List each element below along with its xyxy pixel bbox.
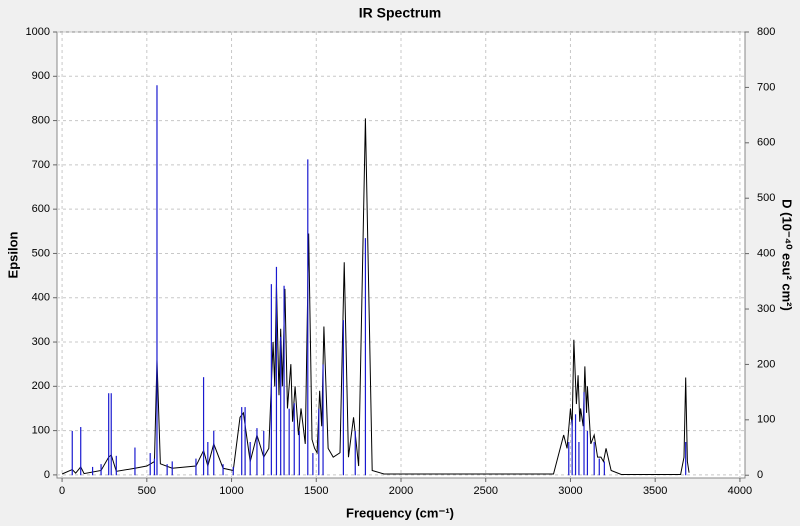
x-axis-label: Frequency (cm⁻¹)	[346, 505, 454, 520]
y2-tick-label: 800	[757, 26, 775, 38]
x-tick-label: 1500	[304, 485, 328, 497]
y2-tick-label: 100	[757, 414, 775, 426]
y2-tick-label: 300	[757, 303, 775, 315]
y-tick-label: 700	[32, 159, 50, 171]
y2-tick-label: 0	[757, 469, 763, 481]
y-tick-label: 400	[32, 292, 50, 304]
y2-tick-label: 400	[757, 248, 775, 260]
y2-tick-label: 200	[757, 358, 775, 370]
x-tick-label: 3500	[643, 485, 667, 497]
y-tick-label: 500	[32, 247, 50, 259]
y-tick-label: 1000	[26, 26, 50, 38]
y2-axis-label: D (10⁻⁴⁰ esu² cm²)	[780, 199, 795, 311]
y2-tick-label: 700	[757, 81, 775, 93]
y-tick-label: 800	[32, 114, 50, 126]
y2-tick-label: 600	[757, 137, 775, 149]
chart-title: IR Spectrum	[359, 5, 441, 21]
x-tick-label: 500	[138, 485, 156, 497]
x-tick-label: 0	[59, 485, 65, 497]
y-axis-label: Epsilon	[5, 231, 20, 278]
x-tick-label: 3000	[558, 485, 582, 497]
y-tick-label: 900	[32, 70, 50, 82]
y-tick-label: 0	[44, 469, 50, 481]
x-tick-label: 4000	[728, 485, 752, 497]
y-tick-label: 300	[32, 336, 50, 348]
y-tick-label: 100	[32, 425, 50, 437]
x-tick-label: 1000	[219, 485, 243, 497]
x-tick-label: 2000	[389, 485, 413, 497]
x-tick-label: 2500	[473, 485, 497, 497]
y-tick-label: 600	[32, 203, 50, 215]
y2-tick-label: 500	[757, 192, 775, 204]
y-tick-label: 200	[32, 380, 50, 392]
